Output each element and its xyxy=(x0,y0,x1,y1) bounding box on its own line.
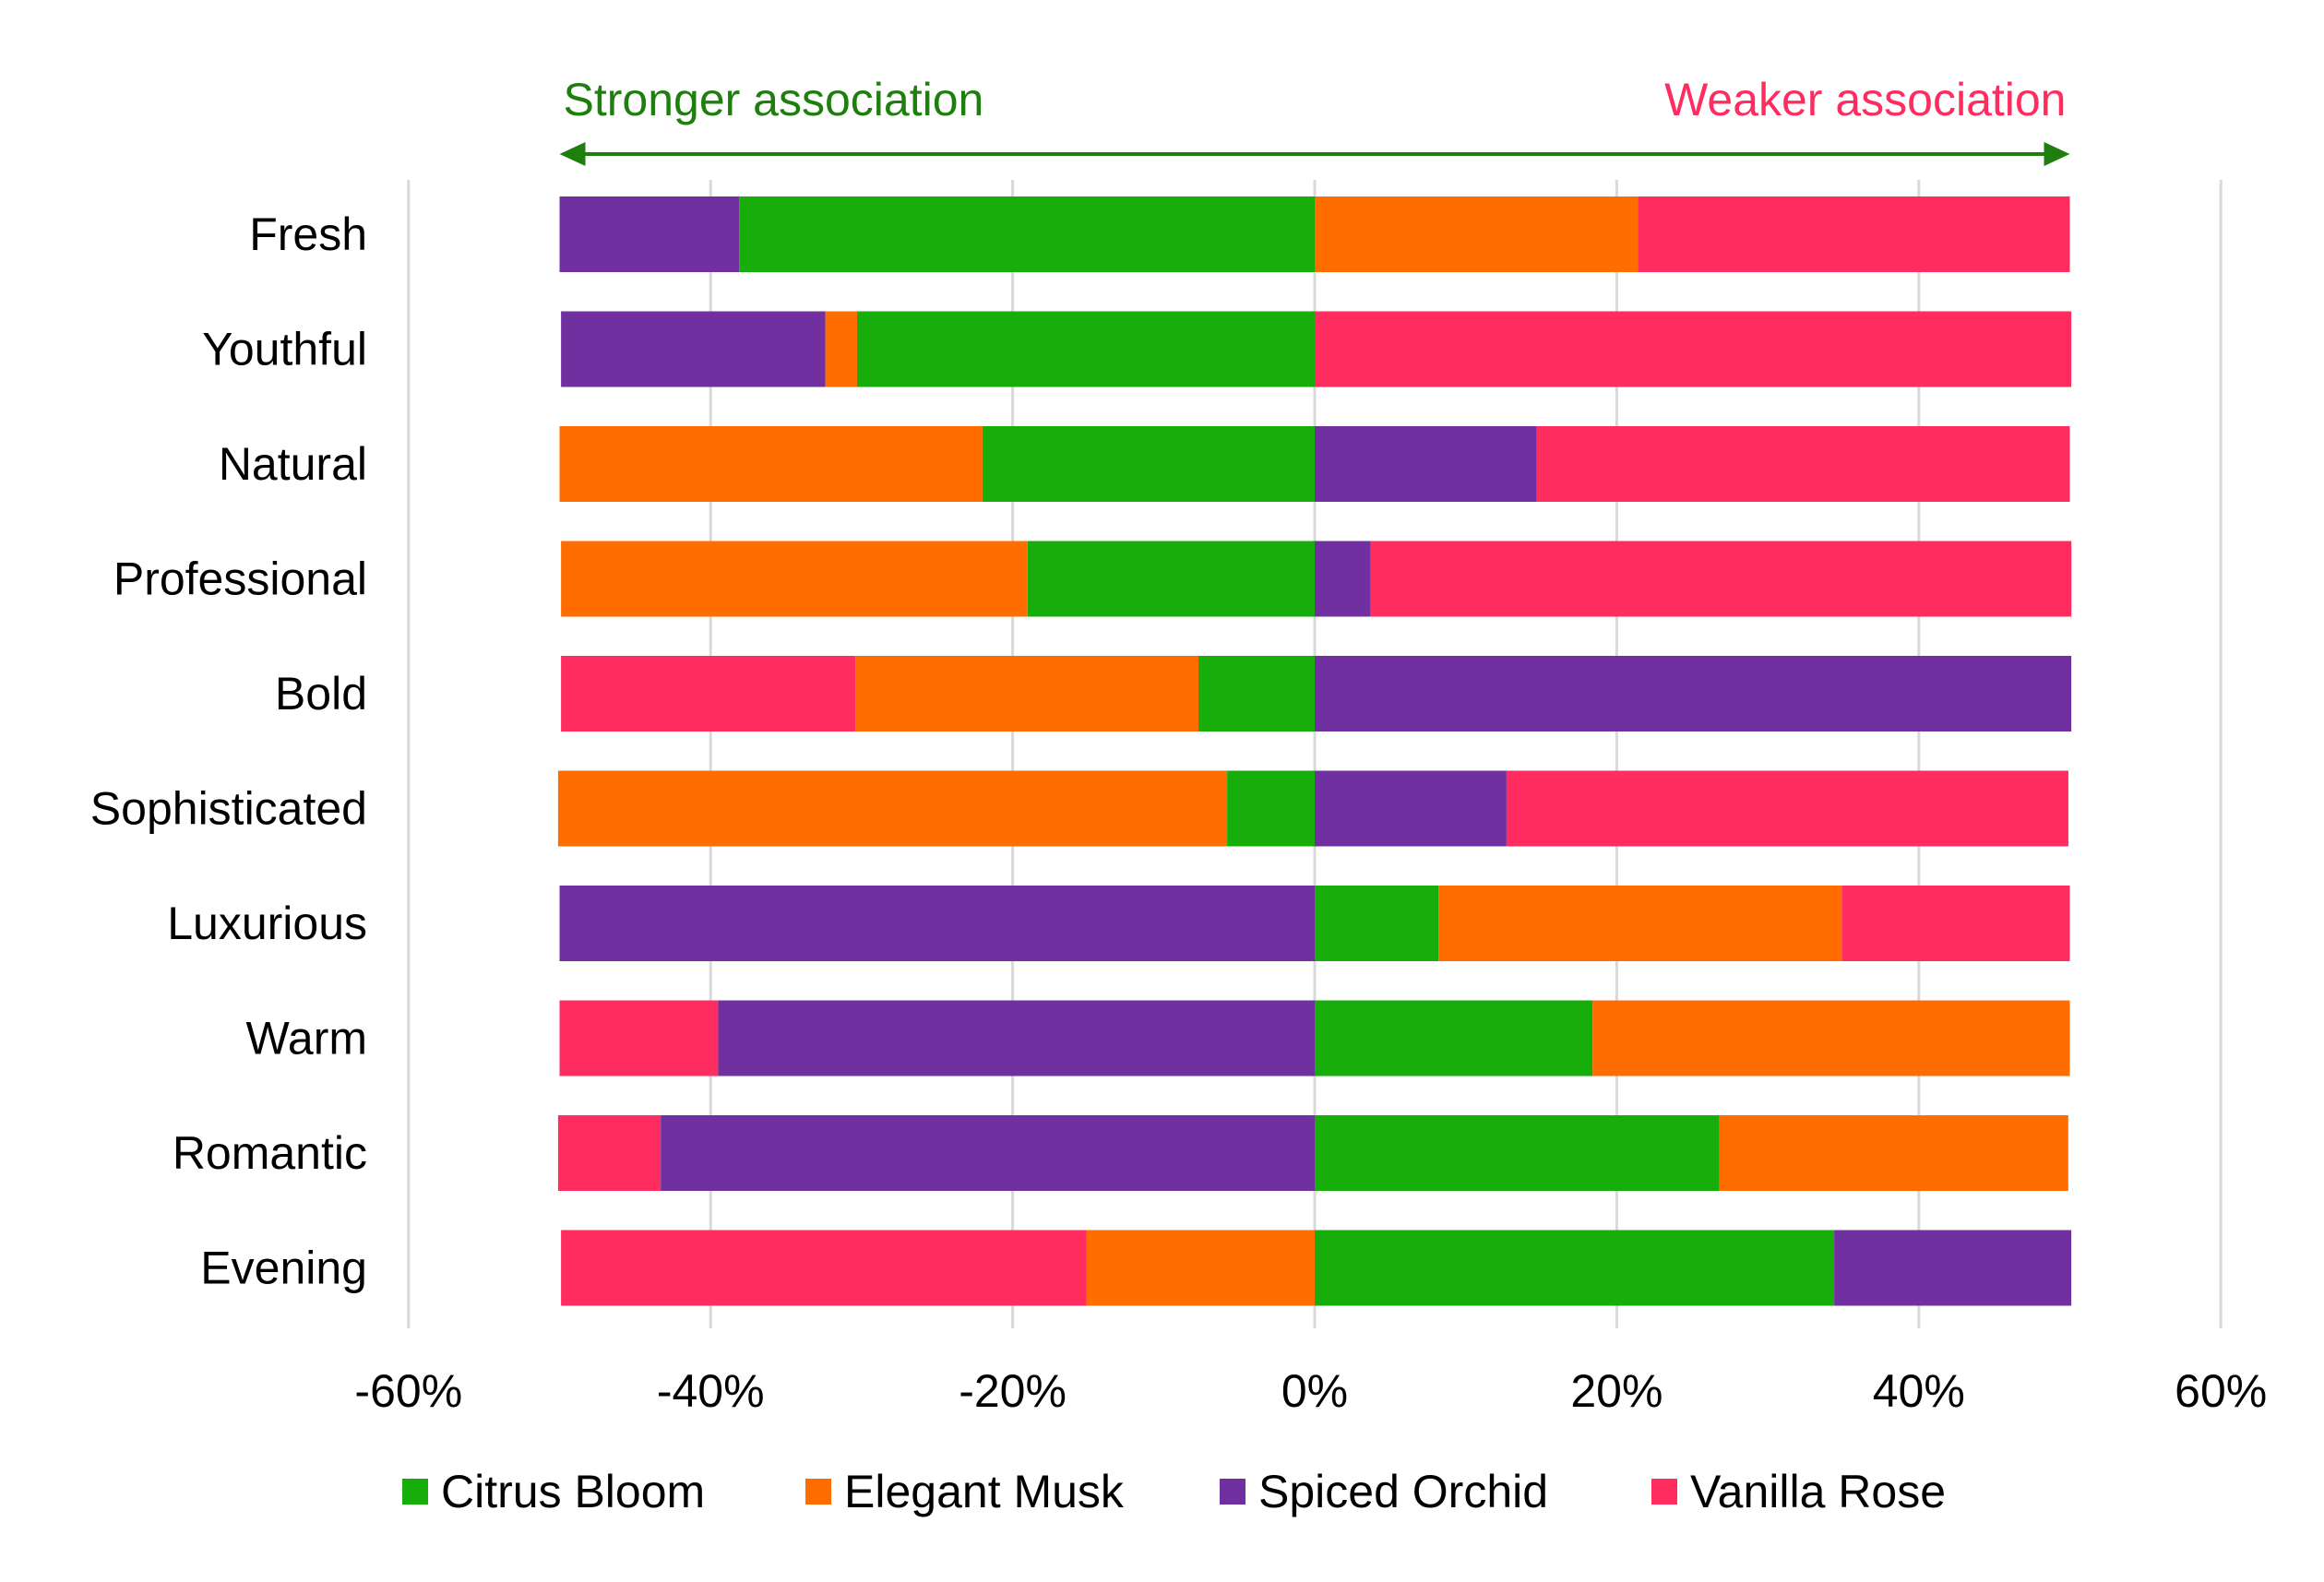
bar-segment-youthful-elegant-musk xyxy=(825,311,857,387)
category-label-professional: Professional xyxy=(113,553,367,605)
legend: Citrus Bloom Elegant Musk Spiced Orchid Van… xyxy=(402,1466,1946,1517)
category-label-warm: Warm xyxy=(246,1013,367,1065)
legend-item-spiced-orchid: Spiced Orchid xyxy=(1220,1466,1548,1517)
category-label-youthful: Youthful xyxy=(202,324,367,375)
bar-segment-warm-spiced-orchid xyxy=(718,1000,1315,1076)
bar-segment-bold-elegant-musk xyxy=(855,656,1198,732)
legend-label-elegant-musk: Elegant Musk xyxy=(844,1466,1125,1517)
bar-segment-romantic-vanilla-rose xyxy=(557,1115,661,1191)
bar-row-youthful xyxy=(561,311,2072,387)
bar-segment-professional-citrus-bloom xyxy=(1028,541,1315,617)
bar-segment-fresh-spiced-orchid xyxy=(559,196,740,272)
legend-item-elegant-musk: Elegant Musk xyxy=(805,1466,1125,1517)
bars xyxy=(557,196,2072,1306)
bar-segment-romantic-elegant-musk xyxy=(1719,1115,2068,1191)
arrow-right-head-icon xyxy=(2044,142,2070,166)
bar-segment-natural-elegant-musk xyxy=(559,426,983,502)
bar-segment-sophisticated-citrus-bloom xyxy=(1227,770,1315,847)
bar-segment-evening-citrus-bloom xyxy=(1315,1230,1835,1306)
category-labels: Fresh Youthful Natural Professional Bold Soph… xyxy=(90,208,367,1294)
bar-segment-luxurious-citrus-bloom xyxy=(1315,886,1439,961)
bar-row-sophisticated xyxy=(557,770,2068,847)
x-tick-label-40: 40% xyxy=(1873,1365,1965,1417)
weaker-association-label: Weaker association xyxy=(1664,74,2066,125)
bar-segment-romantic-citrus-bloom xyxy=(1315,1115,1720,1191)
bar-segment-professional-elegant-musk xyxy=(561,541,1028,617)
legend-label-vanilla-rose: Vanilla Rose xyxy=(1690,1466,1946,1517)
bar-row-bold xyxy=(561,656,2072,732)
bar-segment-bold-spiced-orchid xyxy=(1315,656,2072,732)
bar-segment-luxurious-elegant-musk xyxy=(1438,886,1842,961)
x-tick-label-20: 20% xyxy=(1570,1365,1663,1417)
bar-segment-warm-vanilla-rose xyxy=(559,1000,719,1076)
legend-item-citrus-bloom: Citrus Bloom xyxy=(402,1466,705,1517)
bar-segment-romantic-spiced-orchid xyxy=(661,1115,1315,1191)
bar-segment-evening-spiced-orchid xyxy=(1834,1230,2072,1306)
bar-segment-bold-citrus-bloom xyxy=(1198,656,1315,732)
bar-segment-bold-vanilla-rose xyxy=(561,656,856,732)
bar-segment-natural-citrus-bloom xyxy=(982,426,1315,502)
bar-segment-sophisticated-spiced-orchid xyxy=(1315,770,1507,847)
bar-row-romantic xyxy=(557,1115,2068,1191)
legend-swatch-elegant-musk xyxy=(805,1479,831,1505)
legend-label-citrus-bloom: Citrus Bloom xyxy=(441,1466,705,1517)
category-label-romantic: Romantic xyxy=(173,1127,367,1179)
bar-segment-evening-elegant-musk xyxy=(1086,1230,1315,1306)
bar-segment-luxurious-spiced-orchid xyxy=(559,886,1315,961)
x-tick-label-0: 0% xyxy=(1281,1365,1348,1417)
bar-segment-youthful-citrus-bloom xyxy=(857,311,1315,387)
category-label-sophisticated: Sophisticated xyxy=(90,783,367,835)
bar-segment-professional-vanilla-rose xyxy=(1370,541,2072,617)
legend-swatch-citrus-bloom xyxy=(402,1479,428,1505)
bar-segment-sophisticated-elegant-musk xyxy=(557,770,1228,847)
x-tick-label-60: 60% xyxy=(2175,1365,2267,1417)
bar-row-warm xyxy=(559,1000,2070,1076)
bar-segment-evening-vanilla-rose xyxy=(561,1230,1087,1306)
bar-segment-natural-vanilla-rose xyxy=(1536,426,2070,502)
bar-segment-luxurious-vanilla-rose xyxy=(1841,886,2070,961)
category-label-fresh: Fresh xyxy=(249,208,367,260)
bar-segment-fresh-vanilla-rose xyxy=(1638,196,2070,272)
x-tick-label-40: -40% xyxy=(657,1365,765,1417)
bar-row-luxurious xyxy=(559,886,2070,961)
bar-segment-youthful-spiced-orchid xyxy=(561,311,826,387)
category-label-natural: Natural xyxy=(219,438,367,490)
legend-item-vanilla-rose: Vanilla Rose xyxy=(1651,1466,1946,1517)
legend-swatch-spiced-orchid xyxy=(1220,1479,1245,1505)
x-tick-label-60: -60% xyxy=(354,1365,462,1417)
bar-segment-natural-spiced-orchid xyxy=(1315,426,1537,502)
bar-row-evening xyxy=(561,1230,2072,1306)
stronger-association-label: Stronger association xyxy=(564,74,984,125)
bar-row-professional xyxy=(561,541,2072,617)
arrow-left-head-icon xyxy=(559,142,586,166)
bar-segment-warm-citrus-bloom xyxy=(1315,1000,1593,1076)
legend-label-spiced-orchid: Spiced Orchid xyxy=(1258,1466,1548,1517)
bar-row-natural xyxy=(559,426,2070,502)
legend-swatch-vanilla-rose xyxy=(1651,1479,1677,1505)
category-label-evening: Evening xyxy=(200,1243,367,1294)
bar-segment-youthful-vanilla-rose xyxy=(1315,311,2072,387)
category-label-bold: Bold xyxy=(275,668,367,720)
bar-segment-sophisticated-vanilla-rose xyxy=(1506,770,2068,847)
bar-segment-fresh-elegant-musk xyxy=(1315,196,1639,272)
association-annotation: Stronger association Weaker association xyxy=(559,74,2070,166)
x-axis-tick-labels: -60% -40% -20% 0% 20% 40% 60% xyxy=(354,1365,2267,1417)
category-label-luxurious: Luxurious xyxy=(167,898,367,949)
x-tick-label-20: -20% xyxy=(959,1365,1067,1417)
bar-segment-fresh-citrus-bloom xyxy=(739,196,1315,272)
bar-segment-warm-elegant-musk xyxy=(1592,1000,2070,1076)
bar-segment-professional-spiced-orchid xyxy=(1315,541,1371,617)
bar-row-fresh xyxy=(559,196,2070,272)
